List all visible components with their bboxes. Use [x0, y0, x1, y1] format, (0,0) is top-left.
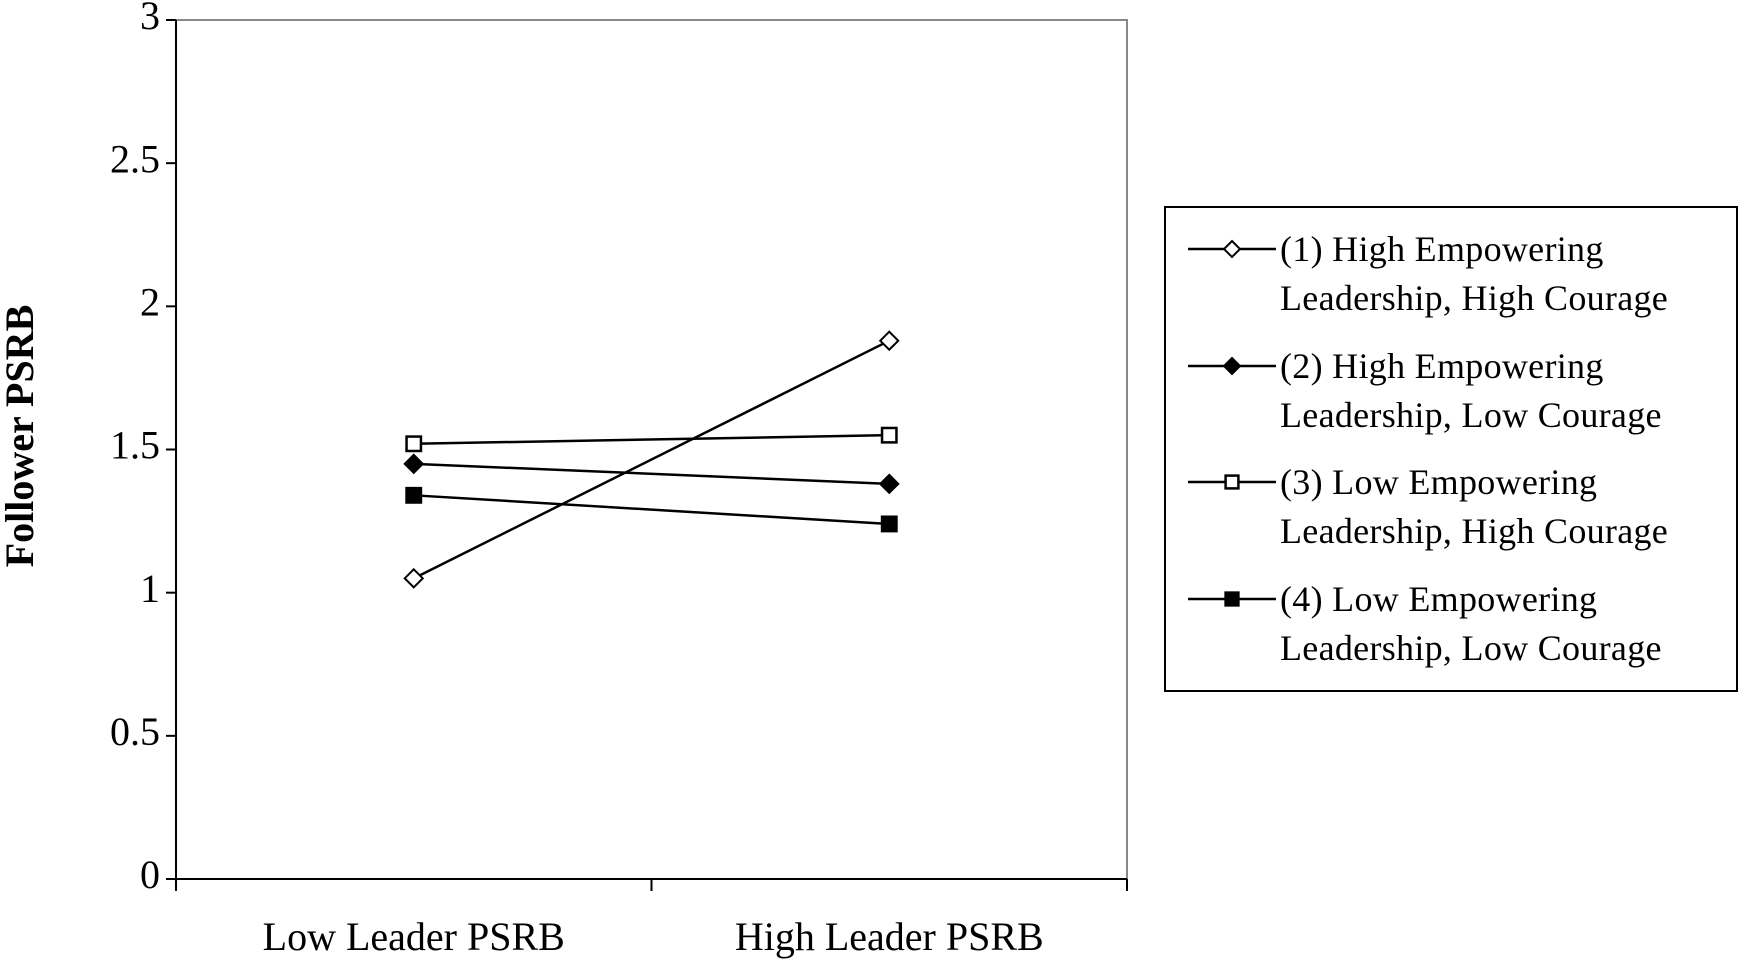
legend-marker — [1222, 356, 1242, 376]
marker — [880, 515, 898, 533]
marker — [405, 435, 423, 453]
legend-marker — [1224, 591, 1240, 607]
marker — [405, 486, 423, 504]
y-tick-label: 1 — [140, 566, 160, 611]
marker — [403, 453, 425, 475]
legend-marker — [1222, 239, 1242, 259]
x-tick-label: Low Leader PSRB — [263, 914, 565, 959]
marker — [878, 330, 900, 352]
y-tick-label: 0 — [140, 852, 160, 897]
legend-marker — [1224, 474, 1240, 490]
legend-item: (3) Low Empowering Leadership, High Cour… — [1184, 458, 1730, 556]
legend-swatch — [1188, 356, 1276, 376]
y-tick-label: 0.5 — [110, 709, 160, 754]
y-tick-label: 2 — [140, 280, 160, 325]
plot-frame — [176, 19, 1128, 879]
y-axis-label: Follower PSRB — [0, 305, 42, 568]
y-tick-label: 3 — [140, 0, 160, 38]
legend-swatch — [1188, 239, 1276, 259]
legend-label: (1) High Empowering Leadership, High Cou… — [1280, 229, 1669, 319]
y-tick-label: 2.5 — [110, 136, 160, 181]
series-line — [413, 494, 890, 526]
series-line — [413, 339, 890, 580]
legend-label: (3) Low Empowering Leadership, High Cour… — [1280, 462, 1669, 552]
marker — [880, 426, 898, 444]
legend-label: (2) High Empowering Leadership, Low Cour… — [1280, 345, 1662, 435]
y-tick-label: 1.5 — [110, 423, 160, 468]
legend-swatch — [1188, 591, 1276, 607]
legend-item: (2) High Empowering Leadership, Low Cour… — [1184, 342, 1730, 440]
legend: (1) High Empowering Leadership, High Cou… — [1164, 206, 1738, 692]
legend-label: (4) Low Empowering Leadership, Low Coura… — [1280, 578, 1662, 668]
legend-swatch — [1188, 474, 1276, 490]
x-tick-label: High Leader PSRB — [735, 914, 1044, 959]
series-line — [413, 433, 890, 446]
legend-item: (1) High Empowering Leadership, High Cou… — [1184, 225, 1730, 323]
marker — [878, 473, 900, 495]
marker — [403, 567, 425, 589]
legend-item: (4) Low Empowering Leadership, Low Coura… — [1184, 575, 1730, 673]
series-line — [413, 462, 890, 486]
